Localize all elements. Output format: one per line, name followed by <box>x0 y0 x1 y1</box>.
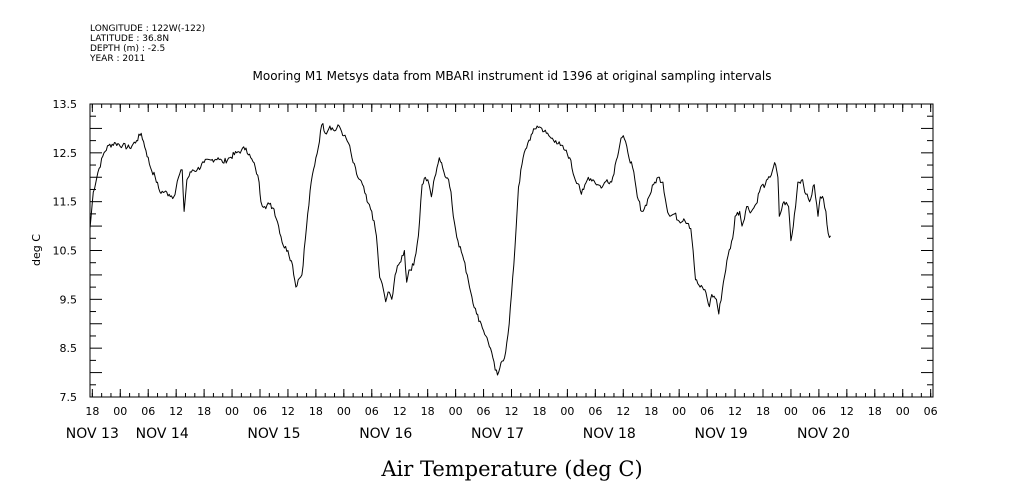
x-tick-label: 18 <box>421 405 435 418</box>
x-tick-label: 18 <box>532 405 546 418</box>
y-axis: 13.5 12.5 11.5 10.5 9.5 8.5 7.5 <box>53 98 78 404</box>
x-tick-label: 00 <box>672 405 686 418</box>
longitude-label: LONGITUDE : 122W(-122) <box>90 24 205 34</box>
x-tick-label: 06 <box>700 405 714 418</box>
x-tick-label: 18 <box>197 405 211 418</box>
chart-title: Mooring M1 Metsys data from MBARI instru… <box>253 69 772 83</box>
x-tick-label: 12 <box>393 405 407 418</box>
x-tick-label: 12 <box>840 405 854 418</box>
x-tick-label: 06 <box>365 405 379 418</box>
x-tick-label: 00 <box>337 405 351 418</box>
day-label: NOV 19 <box>695 426 748 442</box>
x-tick-label: 06 <box>477 405 491 418</box>
x-tick-label: 00 <box>784 405 798 418</box>
x-tick-label: 18 <box>644 405 658 418</box>
latitude-label: LATITUDE : 36.8N <box>90 34 169 44</box>
x-tick-label: 12 <box>616 405 630 418</box>
plot-frame <box>89 103 934 398</box>
y-axis-label: deg C <box>30 234 43 266</box>
day-label: NOV 17 <box>471 426 524 442</box>
chart-caption: Air Temperature (deg C) <box>380 457 642 481</box>
y-tick-label: 12.5 <box>53 147 78 160</box>
x-tick-label: 12 <box>728 405 742 418</box>
y-tick-label: 8.5 <box>60 342 78 355</box>
y-tick-label: 13.5 <box>53 98 78 111</box>
x-axis: 18 00 06 12 18 00 06 12 18 00 06 12 18 00 06 12 18 00 06 12… <box>85 104 938 418</box>
minor-ticks <box>90 103 933 398</box>
x-tick-label: 06 <box>141 405 155 418</box>
day-label: NOV 20 <box>797 426 850 442</box>
x-tick-label: 00 <box>560 405 574 418</box>
series-line <box>89 123 831 376</box>
day-axis: NOV 13 NOV 14 NOV 15 NOV 16 NOV 17 NOV 18 NOV … <box>66 426 850 442</box>
day-label: NOV 14 <box>136 426 189 442</box>
y-tick-label: 11.5 <box>53 196 78 209</box>
day-label: NOV 16 <box>359 426 412 442</box>
day-label: NOV 18 <box>583 426 636 442</box>
x-tick-label: 00 <box>449 405 463 418</box>
x-tick-label: 18 <box>309 405 323 418</box>
y-tick-label: 9.5 <box>60 293 78 306</box>
y-tick-label: 10.5 <box>53 245 78 258</box>
day-label: NOV 13 <box>66 426 119 442</box>
x-tick-label: 06 <box>588 405 602 418</box>
x-tick-label: 00 <box>225 405 239 418</box>
x-tick-label: 18 <box>85 405 99 418</box>
x-tick-label: 12 <box>169 405 183 418</box>
x-tick-label: 06 <box>812 405 826 418</box>
depth-label: DEPTH (m) : -2.5 <box>90 44 165 54</box>
x-tick-label: 12 <box>505 405 519 418</box>
x-tick-label: 00 <box>113 405 127 418</box>
x-tick-label: 12 <box>281 405 295 418</box>
x-tick-label: 18 <box>868 405 882 418</box>
x-tick-label: 00 <box>896 405 910 418</box>
day-label: NOV 15 <box>247 426 300 442</box>
x-tick-label: 06 <box>924 405 938 418</box>
x-tick-label: 18 <box>756 405 770 418</box>
y-tick-label: 7.5 <box>60 391 78 404</box>
x-tick-label: 06 <box>253 405 267 418</box>
year-label: YEAR : 2011 <box>89 54 145 64</box>
